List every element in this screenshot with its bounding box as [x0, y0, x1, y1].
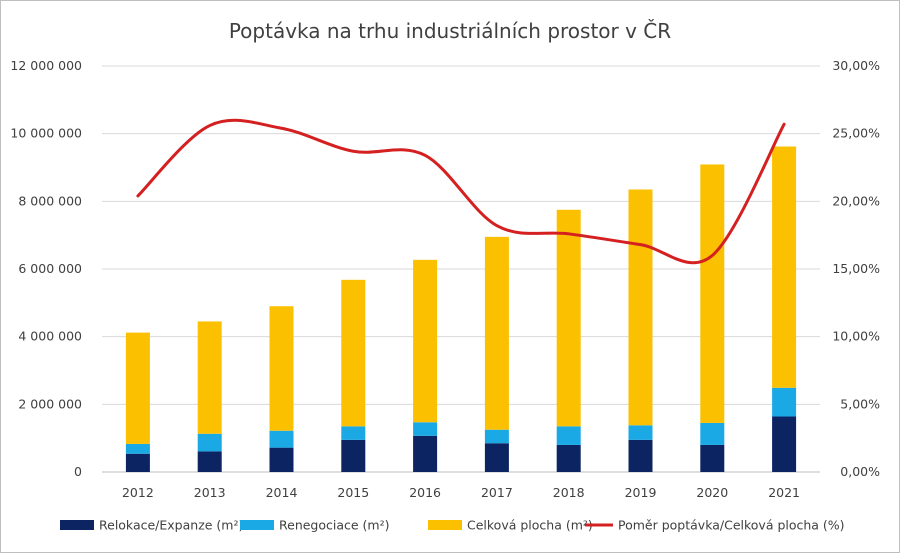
left-tick-label: 2 000 000 — [18, 396, 82, 411]
bar-segment-3 — [484, 236, 509, 430]
x-axis: 2012 2013 2014 2015 2016 2017 2018 2019 2020 2021 — [122, 485, 800, 500]
right-tick-label: 25,00% — [832, 126, 880, 141]
left-tick-label: 0 — [74, 464, 82, 479]
bars-layer — [125, 146, 797, 472]
left-tick-label: 6 000 000 — [18, 261, 82, 276]
x-tick-label: 2020 — [696, 485, 728, 500]
right-tick-label: 30,00% — [832, 58, 880, 73]
bar-segment-1 — [197, 451, 222, 472]
bar-segment-1 — [484, 443, 509, 472]
x-tick-label: 2019 — [625, 485, 657, 500]
bar-segment-2 — [413, 422, 438, 436]
right-axis: 0,00% 5,00% 10,00% 15,00% 20,00% 25,00% 30,00% — [832, 58, 880, 479]
bar-segment-1 — [772, 416, 797, 472]
bar-segment-3 — [125, 332, 150, 444]
x-tick-label: 2014 — [266, 485, 298, 500]
bar-segment-2 — [125, 443, 150, 454]
x-tick-label: 2012 — [122, 485, 154, 500]
legend-label: Relokace/Expanze (m²) — [99, 518, 243, 533]
bar-segment-2 — [700, 422, 725, 445]
bar-segment-3 — [628, 189, 653, 426]
left-tick-label: 10 000 000 — [10, 126, 82, 141]
right-tick-label: 10,00% — [832, 329, 880, 344]
left-tick-label: 8 000 000 — [18, 193, 82, 208]
bar-segment-3 — [772, 146, 797, 388]
legend: Relokace/Expanze (m²) Renegociace (m²) Cel… — [60, 518, 845, 533]
bar-segment-1 — [556, 444, 581, 472]
bar-segment-1 — [125, 453, 150, 472]
bar-segment-2 — [197, 433, 222, 452]
legend-swatch — [60, 520, 94, 530]
left-tick-label: 12 000 000 — [10, 58, 82, 73]
legend-label: Renegociace (m²) — [279, 518, 390, 533]
bar-segment-3 — [341, 279, 366, 427]
bar-segment-1 — [269, 447, 294, 472]
legend-swatch — [240, 520, 274, 530]
bar-segment-3 — [556, 209, 581, 427]
bar-segment-2 — [269, 430, 294, 448]
left-axis: 0 2 000 000 4 000 000 6 000 000 8 000 000 10 … — [10, 58, 82, 479]
x-tick-label: 2018 — [553, 485, 585, 500]
x-tick-label: 2017 — [481, 485, 513, 500]
chart-title: Poptávka na trhu industriálních prostor … — [229, 19, 671, 43]
right-tick-label: 15,00% — [832, 261, 880, 276]
line-layer — [136, 118, 786, 265]
bar-segment-1 — [700, 444, 725, 472]
bar-segment-2 — [484, 429, 509, 444]
bar-segment-2 — [772, 387, 797, 417]
x-tick-label: 2015 — [337, 485, 369, 500]
bar-segment-3 — [413, 259, 438, 423]
x-tick-label: 2013 — [194, 485, 226, 500]
legend-label: Poměr poptávka/Celková plocha (%) — [618, 518, 845, 533]
bar-segment-2 — [628, 425, 653, 440]
bar-segment-1 — [413, 435, 438, 472]
right-tick-label: 0,00% — [840, 464, 880, 479]
bar-segment-3 — [197, 321, 222, 434]
right-tick-label: 20,00% — [832, 193, 880, 208]
bar-segment-2 — [556, 426, 581, 445]
x-tick-label: 2016 — [409, 485, 441, 500]
bar-segment-2 — [341, 426, 366, 440]
bar-segment-3 — [269, 306, 294, 431]
bar-segment-1 — [628, 439, 653, 472]
right-tick-label: 5,00% — [840, 396, 880, 411]
legend-swatch — [428, 520, 462, 530]
ratio-line — [136, 118, 786, 265]
legend-label: Celková plocha (m²) — [467, 518, 593, 533]
bar-segment-1 — [341, 439, 366, 472]
x-tick-label: 2021 — [768, 485, 800, 500]
left-tick-label: 4 000 000 — [18, 329, 82, 344]
bar-segment-3 — [700, 164, 725, 423]
